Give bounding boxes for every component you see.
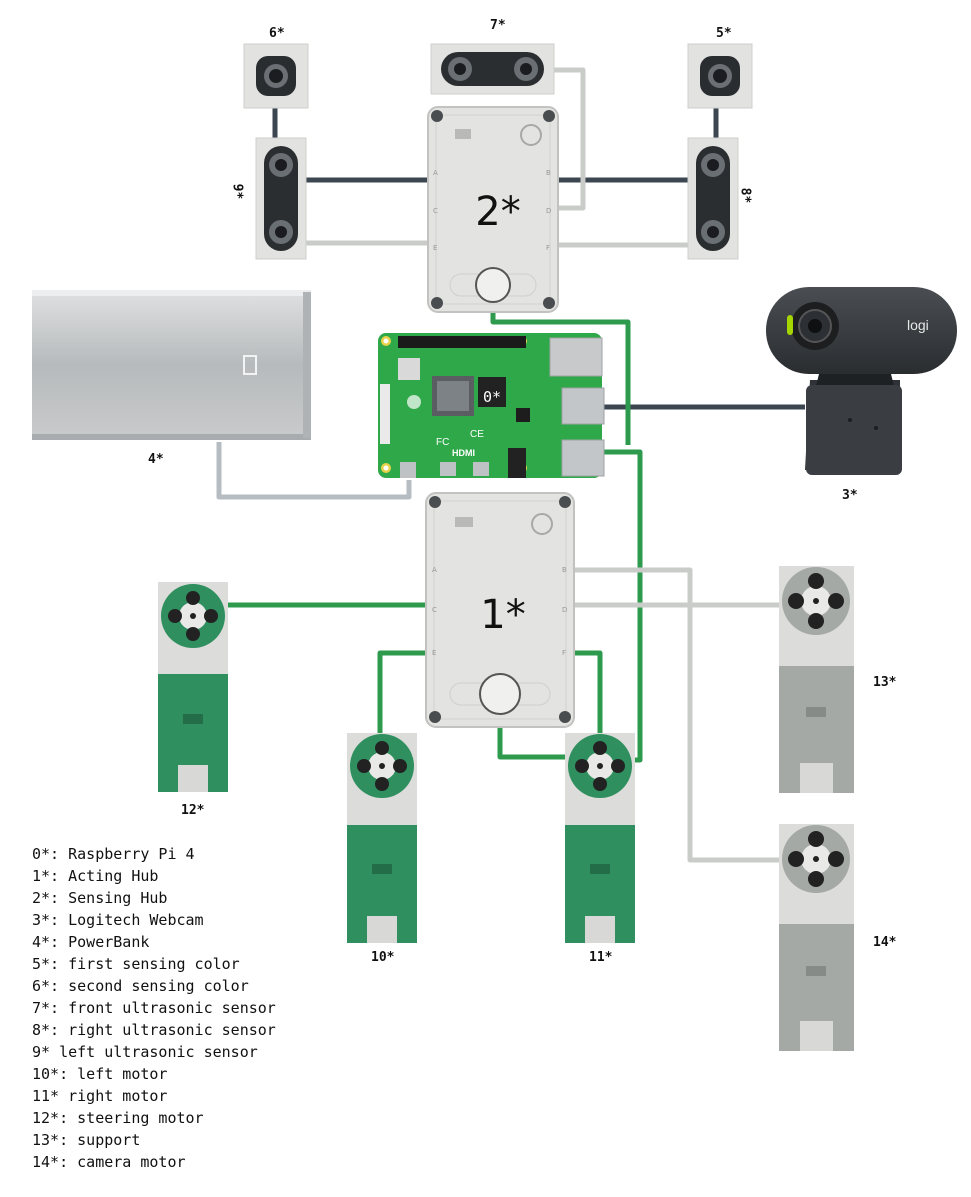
legend: 0*: Raspberry Pi 4 1*: Acting Hub 2*: Se… <box>32 843 276 1173</box>
legend-item: 13*: support <box>32 1131 141 1149</box>
motor-13 <box>779 566 854 793</box>
label-12: 12* <box>181 803 205 818</box>
cable-hub1-to-11b <box>497 722 566 760</box>
ultrasonic-sensor-8 <box>687 137 739 260</box>
motor-12 <box>158 582 228 792</box>
raspberry-pi: 0* HDMI FC CE <box>378 333 605 478</box>
cable-hub2-to-pi <box>490 305 631 445</box>
hub1-port-d: D <box>562 606 567 614</box>
powerbank <box>32 290 311 440</box>
hub1-port-e: E <box>432 649 436 657</box>
hub2-port-a: A <box>433 169 438 177</box>
ultrasonic-sensor-9 <box>255 137 307 260</box>
hub2-port-b: B <box>546 169 551 177</box>
mi-logo-icon <box>243 355 257 375</box>
cable-hub1-to-10 <box>377 650 430 738</box>
hub2-port-f: F <box>546 244 550 252</box>
legend-item: 5*: first sensing color <box>32 955 240 973</box>
label-4: 4* <box>148 452 164 467</box>
label-7: 7* <box>490 18 506 33</box>
legend-item: 2*: Sensing Hub <box>32 889 168 907</box>
legend-item: 6*: second sensing color <box>32 977 249 995</box>
sensing-hub: A B C D E F 2* <box>427 106 559 313</box>
label-8: 8* <box>737 187 753 204</box>
motor-11 <box>565 733 635 943</box>
label-13: 13* <box>873 675 897 690</box>
hub1-port-b: B <box>562 566 567 574</box>
legend-item: 11* right motor <box>32 1087 168 1105</box>
cable-hub1-to-11a <box>566 650 603 738</box>
cables <box>216 67 805 863</box>
hub2-port-d: D <box>546 207 551 215</box>
color-sensor-6 <box>243 43 309 109</box>
color-sensor-5 <box>687 43 753 109</box>
label-11: 11* <box>589 950 613 965</box>
hub1-port-a: A <box>432 566 437 574</box>
ultrasonic-sensor-7 <box>430 43 555 95</box>
legend-item: 8*: right ultrasonic sensor <box>32 1021 276 1039</box>
hub1-port-c: C <box>432 606 437 614</box>
label-6: 6* <box>269 26 285 41</box>
legend-item: 10*: left motor <box>32 1065 168 1083</box>
webcam-logo-text: logi <box>907 317 929 333</box>
legend-item: 7*: front ultrasonic sensor <box>32 999 276 1017</box>
legend-item: 1*: Acting Hub <box>32 867 159 885</box>
acting-hub: A B C D E F 1* <box>425 492 575 728</box>
label-10: 10* <box>371 950 395 965</box>
sensing-hub-label: 2* <box>475 189 520 235</box>
legend-item: 4*: PowerBank <box>32 933 150 951</box>
label-5: 5* <box>716 26 732 41</box>
webcam: logi <box>766 287 957 475</box>
hub2-port-e: E <box>433 244 437 252</box>
cable-hub1-to-14 <box>572 567 780 863</box>
label-14: 14* <box>873 935 897 950</box>
legend-item: 12*: steering motor <box>32 1109 204 1127</box>
pi-fc-text: FC <box>436 437 449 448</box>
cable-powerbank-to-pi <box>216 442 412 500</box>
pi-hdmi-text: HDMI <box>452 448 475 458</box>
legend-item: 14*: camera motor <box>32 1153 186 1171</box>
pi-ce-text: CE <box>470 429 484 440</box>
raspberry-logo-icon <box>407 395 421 409</box>
legend-item: 0*: Raspberry Pi 4 <box>32 845 195 863</box>
legend-item: 9* left ultrasonic sensor <box>32 1043 258 1061</box>
label-3: 3* <box>842 488 858 503</box>
legend-item: 3*: Logitech Webcam <box>32 911 204 929</box>
hub1-port-f: F <box>562 649 566 657</box>
pi-label: 0* <box>483 388 501 406</box>
motor-10 <box>347 733 417 943</box>
hub2-port-c: C <box>433 207 438 215</box>
acting-hub-label: 1* <box>480 592 525 638</box>
cable-7-to-hub2 <box>553 67 586 211</box>
label-9: 9* <box>229 183 245 200</box>
motor-14 <box>779 824 854 1051</box>
